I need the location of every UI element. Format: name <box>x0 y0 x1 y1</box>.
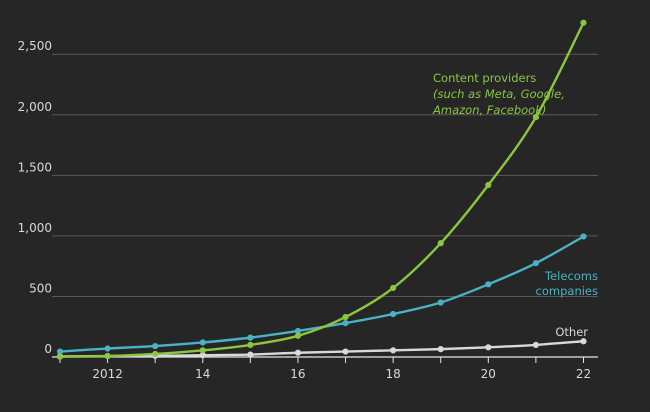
series-line-other <box>58 340 585 358</box>
data-point-other <box>390 347 397 354</box>
data-point-other <box>437 346 444 353</box>
data-point-content <box>532 114 539 121</box>
y-tick-label: 2,500 <box>18 39 52 53</box>
data-point-telecoms <box>294 327 302 335</box>
data-point-content <box>437 240 444 247</box>
series-label-content: (such as Meta, Google, <box>433 87 565 101</box>
x-axis-tick-labels: 2012 14 16 18 20 22 <box>92 367 591 381</box>
series-labels: Content providers (such as Meta, Google, A… <box>432 71 598 339</box>
data-point-telecoms <box>532 260 539 267</box>
data-point-content <box>580 19 587 26</box>
x-tick-label: 22 <box>576 367 591 381</box>
series-label-other: Other <box>555 325 588 339</box>
y-tick-label: 2,000 <box>18 100 52 114</box>
data-point-content <box>56 353 64 360</box>
data-point-telecoms <box>247 334 254 341</box>
gridlines <box>52 53 598 297</box>
data-point-content <box>199 347 206 354</box>
data-point-telecoms <box>437 299 444 306</box>
data-point-other <box>342 348 349 355</box>
data-point-content <box>104 352 111 360</box>
data-point-other <box>199 352 206 359</box>
data-point-telecoms <box>485 281 492 288</box>
data-point-telecoms <box>56 348 64 355</box>
x-tick-label: 16 <box>290 367 305 381</box>
data-point-telecoms <box>342 319 349 327</box>
x-axis <box>52 356 598 363</box>
y-axis-tick-labels: 0 500 1,000 1,500 2,000 2,500 <box>18 39 52 356</box>
y-tick-label: 500 <box>29 281 52 295</box>
series-line-telecoms <box>58 235 585 353</box>
data-point-telecoms <box>390 310 397 318</box>
data-point-other <box>532 341 539 348</box>
data-point-other <box>247 351 254 358</box>
series-label-telecoms: Telecoms <box>544 269 598 283</box>
data-point-content <box>390 284 397 292</box>
x-tick-label: 14 <box>195 367 210 381</box>
series-label-telecoms: companies <box>536 284 598 298</box>
y-tick-label: 1,500 <box>18 160 52 174</box>
series-label-content: Amazon, Facebook) <box>432 103 546 117</box>
data-point-content <box>485 181 492 189</box>
x-tick-label: 2012 <box>92 367 123 381</box>
x-tick-label: 20 <box>481 367 496 381</box>
data-point-telecoms <box>152 343 159 350</box>
y-tick-label: 0 <box>44 342 52 356</box>
data-point-telecoms <box>580 233 587 240</box>
data-point-other <box>294 349 302 356</box>
data-point-other <box>485 344 492 351</box>
data-point-content <box>152 350 159 358</box>
x-tick-label: 18 <box>385 367 400 381</box>
y-tick-label: 1,000 <box>18 221 52 235</box>
series-label-content: Content providers <box>433 71 536 85</box>
series-points <box>56 19 587 360</box>
data-point-content <box>247 341 254 348</box>
data-point-other <box>580 338 587 345</box>
data-point-content <box>294 332 302 339</box>
data-point-content <box>342 313 349 321</box>
data-point-telecoms <box>199 339 206 346</box>
data-point-telecoms <box>104 345 111 352</box>
